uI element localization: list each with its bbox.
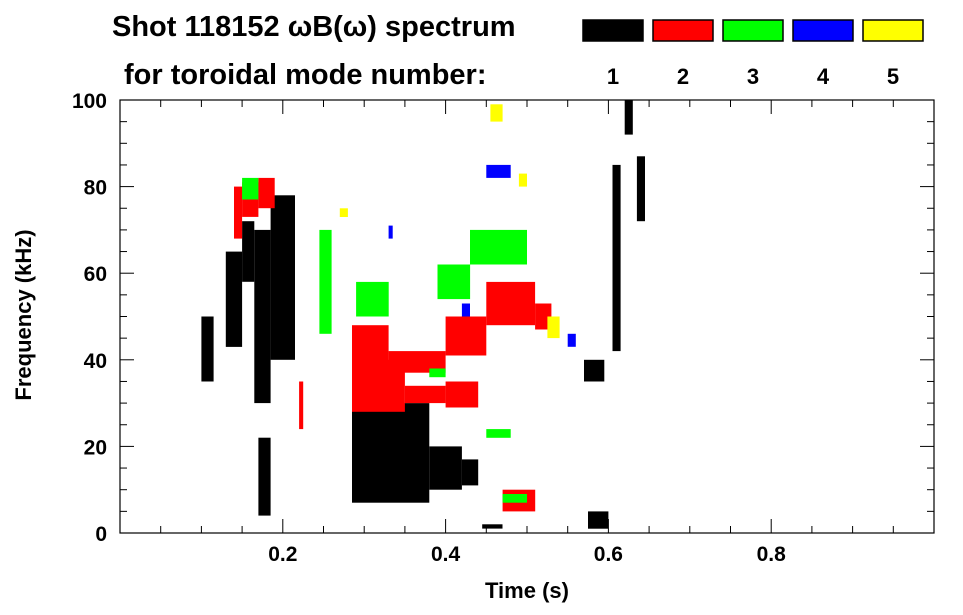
spectrum-patch-mode1-2: [242, 221, 255, 282]
spectrum-marks: [201, 100, 645, 529]
spectrum-patch-mode5-2: [547, 316, 560, 339]
x-tick-label: 0.8: [757, 543, 787, 566]
x-tick-label: 0.2: [268, 543, 297, 566]
spectrum-patch-mode1-0: [201, 316, 214, 382]
spectrum-patch-mode3-4: [470, 229, 527, 265]
legend-label-1: 1: [607, 64, 619, 89]
spectrum-patch-mode2-3: [299, 381, 304, 430]
spectrum-patch-mode5-1: [518, 173, 527, 187]
y-tick-label: 0: [95, 523, 107, 546]
y-tick-label: 100: [72, 90, 107, 113]
legend-swatch-3: [722, 19, 784, 42]
spectrum-patch-mode1-3: [254, 229, 271, 404]
axes: 0.2 0.4 0.6 0.8 0 20 40 60 80 100: [72, 90, 935, 566]
spectrum-patch-mode2-10: [404, 385, 446, 404]
spectrum-patch-mode2-11: [445, 381, 479, 408]
spectrum-patch-mode3-7: [502, 494, 527, 503]
legend-swatch-1: [582, 19, 644, 42]
spectrum-patch-mode1-4: [270, 195, 295, 360]
spectrum-patch-mode1-9: [482, 524, 503, 529]
spectrum-patch-mode2-9: [352, 359, 405, 412]
y-tick-label: 20: [84, 436, 107, 459]
spectrum-patch-mode1-5: [258, 437, 271, 516]
spectrum-patch-mode2-6: [445, 316, 487, 356]
legend-label-3: 3: [747, 64, 759, 89]
spectrum-patch-mode1-13: [624, 100, 633, 135]
spectrum-patch-mode1-12: [612, 164, 621, 352]
spectrum-patch-mode5-3: [339, 208, 348, 217]
legend-label-5: 5: [887, 64, 899, 89]
chart-title-line2: for toroidal mode number:: [124, 59, 487, 91]
x-axis-label: Time (s): [485, 578, 569, 603]
spectrum-patch-mode1-14: [636, 156, 645, 222]
spectrum-patch-mode1-11: [588, 511, 609, 529]
spectrum-patch-mode2-2: [258, 177, 275, 209]
spectrum-patch-mode2-7: [486, 281, 536, 326]
spectrum-patch-mode3-1: [319, 229, 332, 334]
legend-swatch-2: [652, 19, 714, 42]
spectrum-patch-mode3-5: [429, 368, 446, 378]
spectrum-patch-mode1-1: [225, 251, 243, 347]
spectrum-patch-mode4-0: [486, 164, 511, 178]
legend-label-2: 2: [677, 64, 689, 89]
spectrum-patch-mode5-0: [490, 104, 503, 122]
spectrum-patch-mode1-8: [461, 459, 479, 486]
legend-label-4: 4: [817, 64, 830, 89]
legend-swatch-4: [792, 19, 854, 42]
y-tick-label: 40: [84, 350, 107, 373]
y-tick-label: 80: [84, 177, 107, 200]
chart-title-line1: Shot 118152 ωB(ω) spectrum: [112, 11, 516, 43]
spectrum-patch-mode1-7: [429, 446, 462, 490]
spectrum-patch-mode3-0: [242, 177, 259, 200]
y-axis-label: Frequency (kHz): [11, 229, 36, 400]
spectrum-patch-mode4-1: [461, 303, 470, 317]
spectrum-patch-mode3-6: [486, 429, 511, 438]
spectrum-patch-mode2-0: [234, 186, 243, 239]
spectrum-patch-mode3-2: [356, 281, 389, 317]
legend-swatch-5: [862, 19, 924, 42]
spectrum-patch-mode2-8: [535, 303, 552, 330]
spectrum-patch-mode4-3: [567, 333, 576, 347]
x-tick-label: 0.6: [594, 543, 623, 566]
spectrum-patch-mode1-10: [584, 359, 605, 382]
legend: 1 2 3 4 5: [582, 19, 924, 89]
y-tick-label: 60: [84, 263, 107, 286]
x-tick-label: 0.4: [431, 543, 461, 566]
spectrum-patch-mode1-6: [352, 403, 430, 503]
spectrum-patch-mode3-3: [437, 264, 471, 300]
spectrum-patch-mode4-2: [388, 225, 393, 239]
